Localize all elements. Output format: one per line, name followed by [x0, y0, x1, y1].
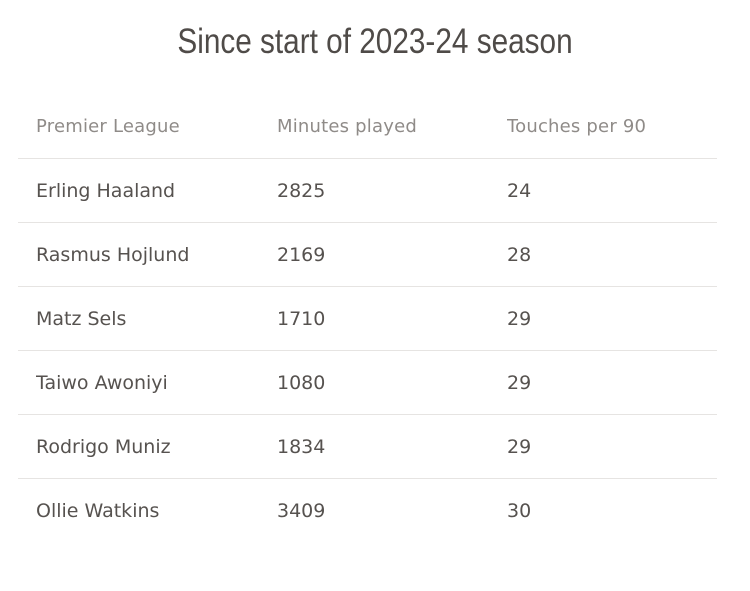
touches-per-90-cell: 29 — [507, 371, 532, 394]
player-name-cell: Ollie Watkins — [36, 500, 160, 522]
table-row: Rasmus Hojlund 2169 28 — [18, 223, 717, 287]
column-header-touches-per-90: Touches per 90 — [507, 116, 647, 137]
table-row: Rodrigo Muniz 1834 29 — [18, 415, 717, 479]
table-row: Matz Sels 1710 29 — [18, 287, 717, 351]
table-row: Ollie Watkins 3409 30 — [18, 479, 717, 543]
touches-per-90-cell: 28 — [507, 243, 532, 266]
page-title: Since start of 2023-24 season — [177, 22, 573, 61]
player-name-cell: Taiwo Awoniyi — [36, 371, 168, 394]
player-name-cell: Rasmus Hojlund — [36, 243, 190, 266]
minutes-played-cell: 1710 — [277, 307, 326, 330]
table-row: Erling Haaland 2825 24 — [18, 159, 717, 223]
minutes-played-cell: 1834 — [277, 435, 326, 458]
minutes-played-cell: 2825 — [277, 179, 326, 202]
stats-table: Premier League Minutes played Touches pe… — [18, 95, 717, 543]
player-name-cell: Erling Haaland — [36, 179, 176, 202]
table-row: Taiwo Awoniyi 1080 29 — [18, 351, 717, 415]
touches-per-90-cell: 29 — [507, 435, 532, 458]
touches-per-90-cell: 30 — [507, 500, 532, 522]
minutes-played-cell: 2169 — [277, 243, 326, 266]
touches-per-90-cell: 24 — [507, 179, 532, 202]
player-name-cell: Rodrigo Muniz — [36, 435, 171, 458]
touches-per-90-cell: 29 — [507, 307, 532, 330]
table-header-row: Premier League Minutes played Touches pe… — [18, 95, 717, 159]
table-body: Erling Haaland 2825 24 Rasmus Hojlund 21… — [18, 159, 717, 543]
player-name-cell: Matz Sels — [36, 307, 127, 330]
column-header-minutes-played: Minutes played — [277, 116, 417, 137]
minutes-played-cell: 1080 — [277, 371, 326, 394]
column-header-premier-league: Premier League — [36, 116, 180, 137]
minutes-played-cell: 3409 — [277, 500, 326, 522]
stats-graphic: Since start of 2023-24 season Premier Le… — [0, 22, 750, 591]
